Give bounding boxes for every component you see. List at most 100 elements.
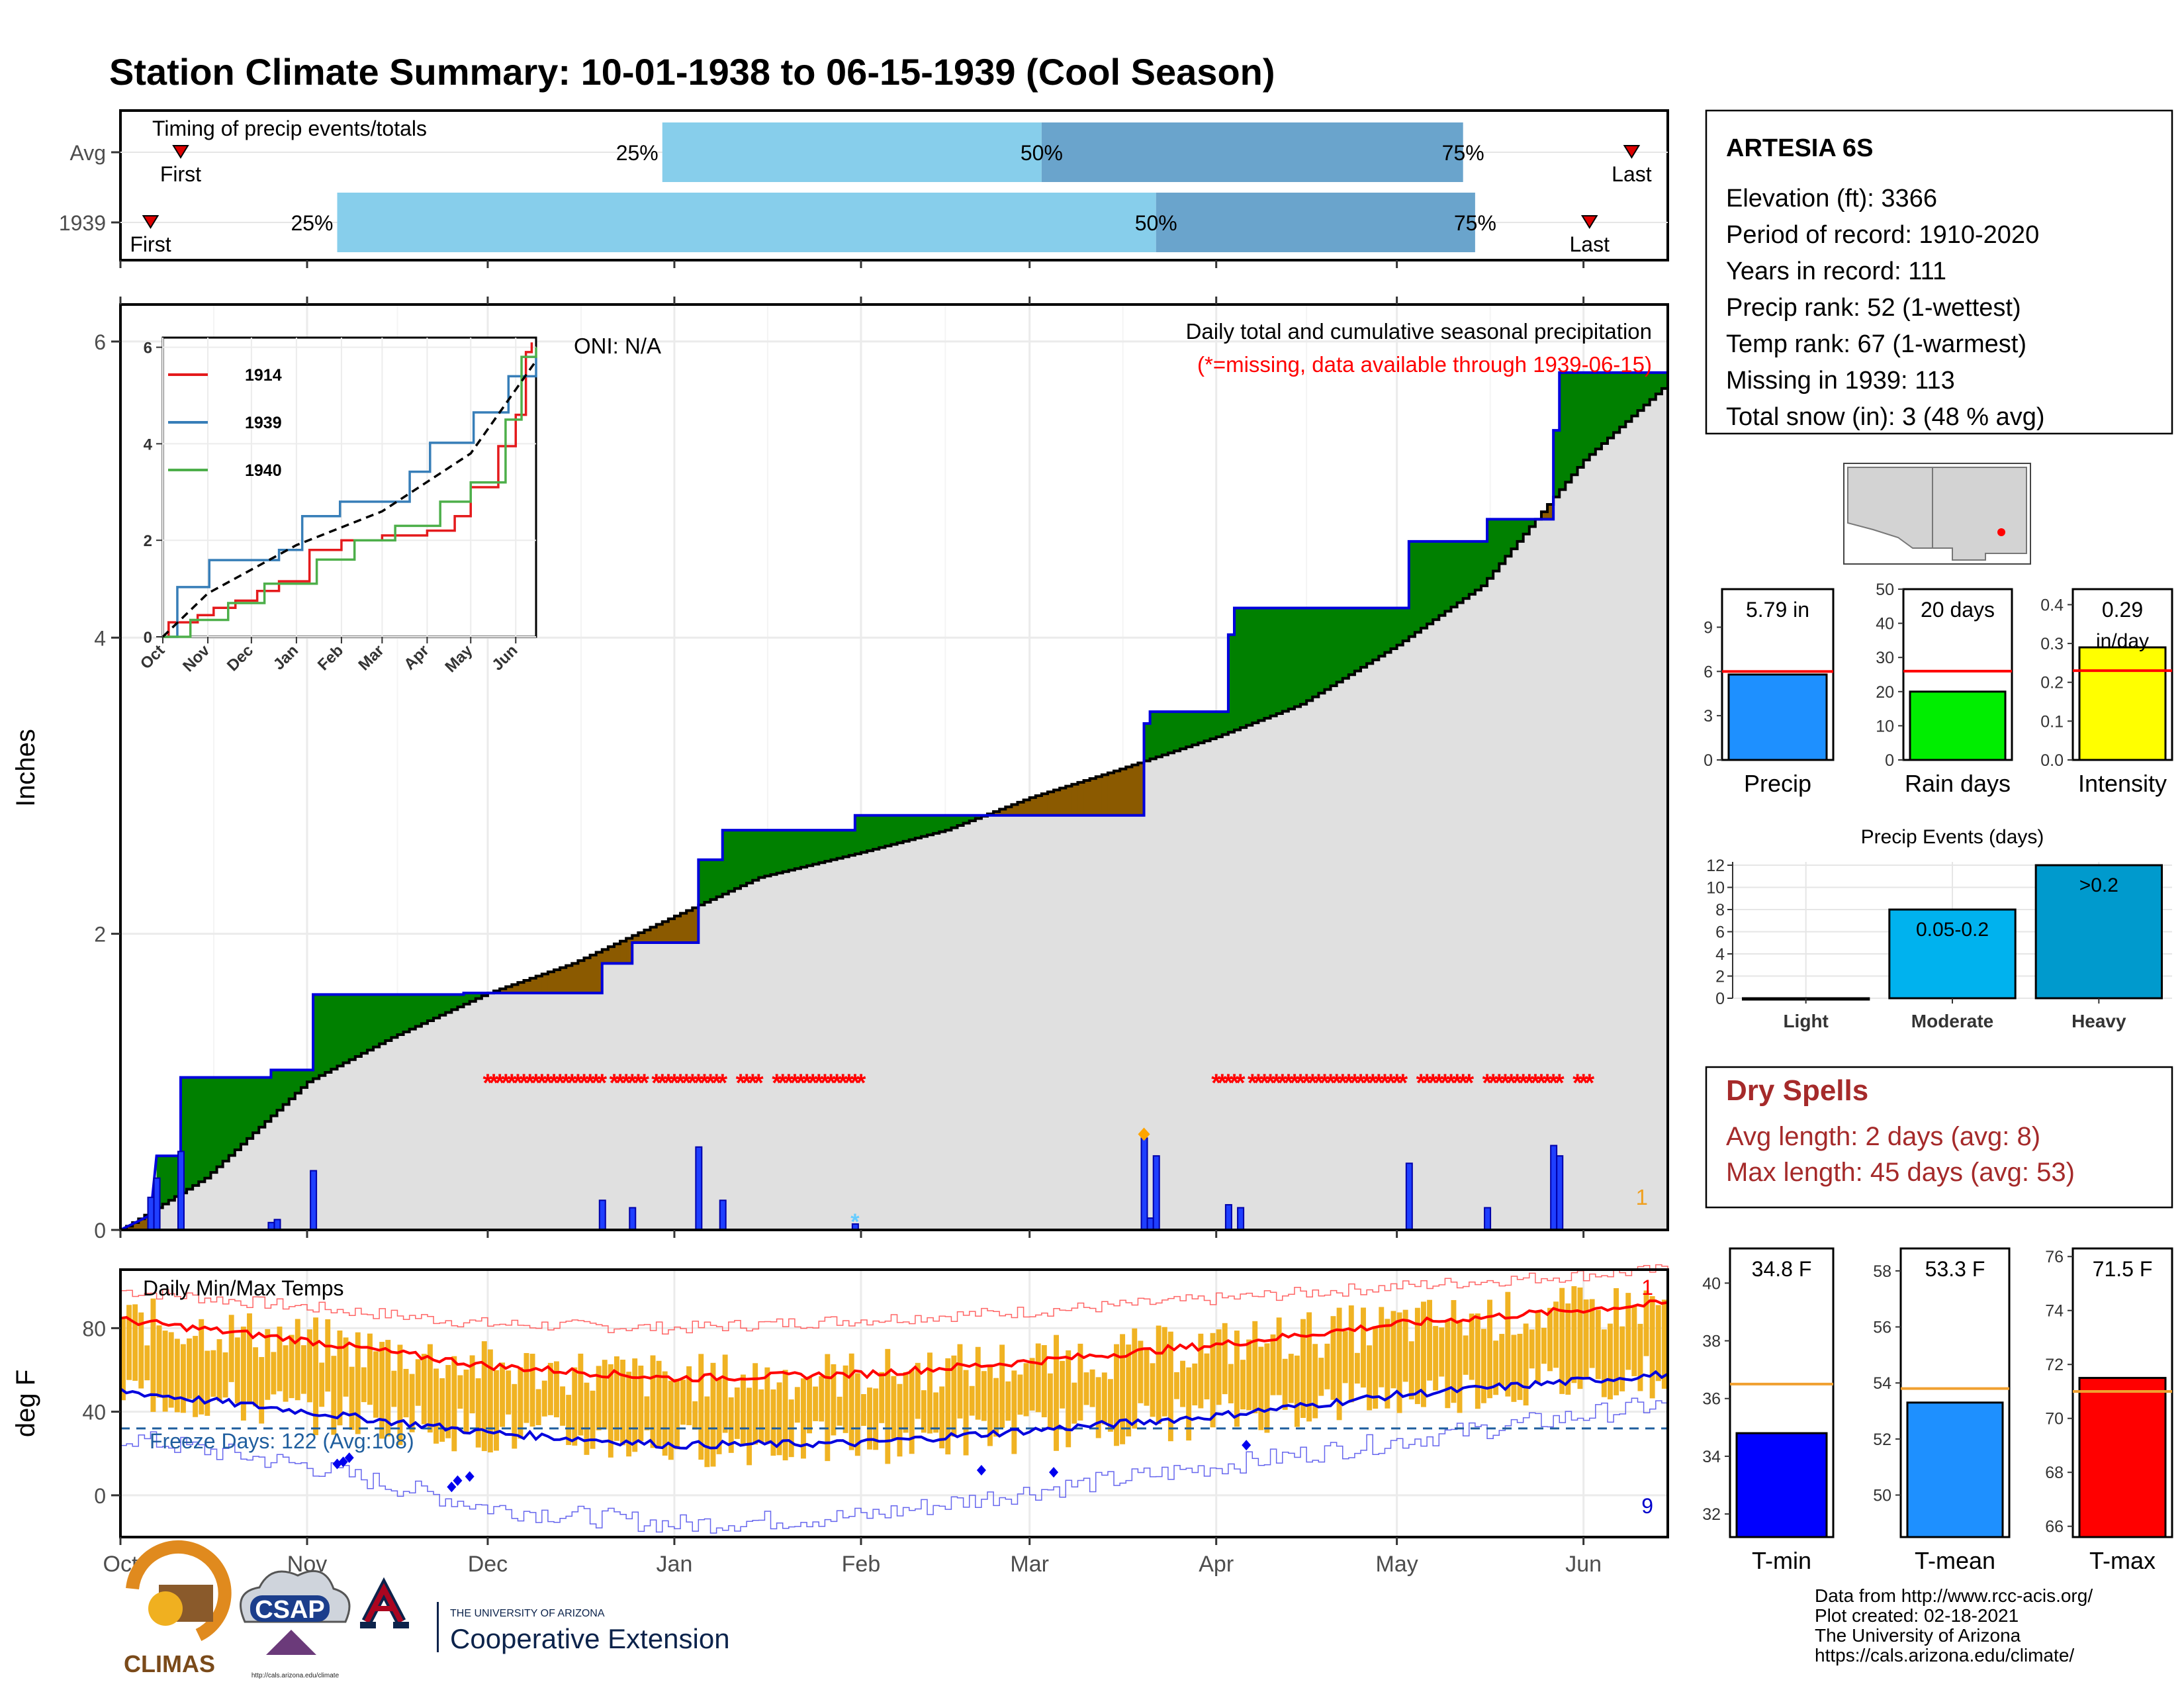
wetter-than-avg-area xyxy=(1589,372,1596,455)
drier-than-avg-area xyxy=(1047,792,1054,816)
daily-temp-range-bar xyxy=(1234,1331,1240,1427)
daily-temp-range-bar xyxy=(957,1344,963,1419)
daily-temp-range-bar xyxy=(614,1356,619,1441)
missing-day-marker: * xyxy=(1584,1069,1594,1097)
snow-marker: * xyxy=(850,1209,860,1235)
daily-temp-range-bar xyxy=(1023,1363,1029,1417)
wetter-than-avg-area xyxy=(837,830,844,859)
wetter-than-avg-area xyxy=(421,994,428,1024)
daily-temp-range-bar xyxy=(807,1376,812,1434)
missing-day-marker: * xyxy=(838,1069,848,1097)
wetter-than-avg-area xyxy=(1487,519,1494,579)
drier-than-avg-area xyxy=(1071,784,1079,816)
drier-than-avg-area xyxy=(1060,788,1066,816)
precip-events-bar xyxy=(2034,864,2163,1000)
daily-temp-range-bar xyxy=(867,1387,872,1450)
daily-temp-range-bar xyxy=(1601,1329,1607,1397)
missing-day-marker: * xyxy=(1428,1069,1438,1097)
wetter-than-avg-area xyxy=(295,1070,302,1094)
daily-temp-range-bar xyxy=(1336,1307,1342,1421)
missing-day-marker: * xyxy=(633,1069,643,1097)
daily-temp-range-bar xyxy=(1649,1296,1655,1399)
missing-day-marker: * xyxy=(1458,1069,1468,1097)
wetter-than-avg-area xyxy=(1505,519,1512,557)
missing-day-marker: * xyxy=(796,1069,806,1097)
drier-than-avg-area xyxy=(620,941,627,964)
daily-temp-range-bar xyxy=(199,1319,205,1415)
daily-temp-range-bar xyxy=(1060,1360,1066,1409)
climas-logo: CLIMAS xyxy=(124,1540,232,1677)
inset-series-1939 xyxy=(163,357,537,638)
daily-temp-range-bar xyxy=(1583,1299,1589,1378)
daily-temp-range-bar xyxy=(650,1355,656,1448)
daily-temp-range-bar xyxy=(1354,1352,1360,1384)
wetter-than-avg-area xyxy=(1433,541,1439,620)
daily-temp-range-bar xyxy=(331,1356,337,1435)
wetter-than-avg-area xyxy=(409,994,416,1029)
daily-temp-range-bar xyxy=(518,1367,523,1439)
daily-temp-range-bar xyxy=(1480,1329,1486,1403)
wetter-than-avg-area xyxy=(313,994,320,1079)
daily-temp-range-bar xyxy=(578,1353,584,1436)
daily-temp-range-bar xyxy=(541,1380,547,1417)
wetter-than-avg-area xyxy=(1402,608,1410,641)
precip-events-y-tick-label: 6 xyxy=(1715,923,1725,942)
wetter-than-avg-area xyxy=(216,1077,224,1167)
small-chart-y-tick-label: 70 xyxy=(2045,1410,2064,1429)
daily-temp-range-bar xyxy=(523,1353,529,1423)
drier-than-avg-area xyxy=(1541,512,1548,520)
drier-than-avg-area xyxy=(680,913,687,943)
daily-precip-bar xyxy=(1237,1207,1245,1231)
small-chart-y-tick-label: 52 xyxy=(1873,1430,1891,1449)
daily-precip-bar xyxy=(1140,1137,1148,1231)
daily-temp-range-bar xyxy=(981,1371,987,1421)
wetter-than-avg-area xyxy=(1306,608,1313,701)
footer-line-2: Plot created: 02-18-2021 xyxy=(1815,1605,2019,1626)
drier-than-avg-area xyxy=(1023,800,1030,816)
inset-legend-label: 1940 xyxy=(245,461,282,480)
daily-temp-range-bar xyxy=(156,1325,162,1398)
missing-day-marker: * xyxy=(784,1069,794,1097)
drier-than-avg-area xyxy=(1066,786,1072,816)
daily-temp-range-bar xyxy=(1180,1360,1186,1407)
daily-temp-range-bar xyxy=(842,1365,848,1433)
wetter-than-avg-area xyxy=(1246,608,1253,726)
drier-than-avg-area xyxy=(662,921,669,943)
daily-temp-range-bar xyxy=(831,1364,837,1436)
missing-day-marker: * xyxy=(1482,1069,1492,1097)
record-low-marker xyxy=(344,1452,354,1464)
wetter-than-avg-area xyxy=(1649,372,1657,400)
wetter-than-avg-area xyxy=(1463,541,1470,599)
missing-day-marker: * xyxy=(483,1069,493,1097)
daily-temp-range-bar xyxy=(686,1366,692,1425)
daily-temp-range-bar xyxy=(1174,1372,1179,1399)
wetter-than-avg-area xyxy=(331,994,338,1070)
missing-day-marker: * xyxy=(1314,1069,1324,1097)
daily-temp-range-bar xyxy=(1367,1345,1373,1411)
small-chart-value-label: 34.8 F xyxy=(1752,1257,1812,1281)
timing-title: Timing of precip events/totals xyxy=(152,117,427,140)
daily-precip-bar xyxy=(719,1199,727,1231)
wetter-than-avg-area xyxy=(1427,541,1433,624)
wetter-than-avg-area xyxy=(891,815,898,845)
daily-temp-range-bar xyxy=(1270,1334,1276,1395)
daily-temp-range-bar xyxy=(794,1387,800,1423)
precip-y-tick-label: 6 xyxy=(94,330,106,354)
missing-day-marker: * xyxy=(1259,1069,1269,1097)
missing-day-marker: * xyxy=(802,1069,812,1097)
daily-temp-range-bar xyxy=(891,1376,897,1439)
drier-than-avg-area xyxy=(547,972,555,994)
small-chart-title: T-mean xyxy=(1915,1547,1995,1574)
missing-day-marker: * xyxy=(814,1069,824,1097)
missing-day-marker: * xyxy=(711,1069,721,1097)
daily-temp-range-bar xyxy=(475,1378,481,1448)
wetter-than-avg-area xyxy=(1553,430,1560,497)
drier-than-avg-area xyxy=(578,961,585,994)
timing-label-50: 50% xyxy=(1135,211,1177,235)
wetter-than-avg-area xyxy=(1583,372,1590,460)
daily-temp-range-bar xyxy=(427,1344,433,1433)
daily-temp-range-bar xyxy=(819,1376,825,1422)
wetter-than-avg-area xyxy=(975,815,982,819)
map-station-dot xyxy=(1997,528,2005,536)
daily-temp-range-bar xyxy=(1571,1286,1577,1383)
